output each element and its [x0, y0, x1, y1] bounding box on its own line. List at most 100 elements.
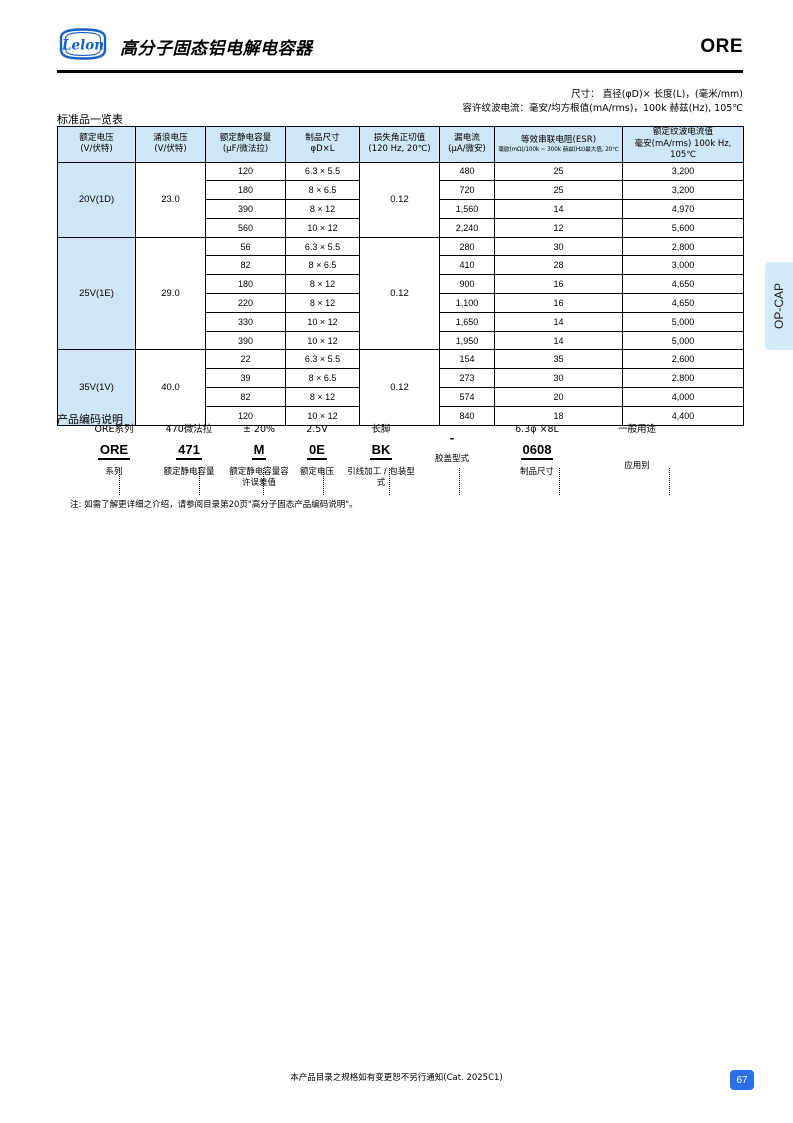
- part-segment-description: ORE系列: [94, 424, 134, 435]
- part-number-segment: ± 20% M 额定静电容量容许误差值: [229, 424, 289, 489]
- part-number-segment: ORE系列 ORE 系列: [79, 424, 149, 478]
- part-segment-description: 6.3φ ×8L: [515, 424, 559, 435]
- lelon-logo-icon: Lelon: [57, 28, 109, 60]
- part-number-segment: 6.3φ ×8L 0608 制品尺寸: [487, 424, 587, 478]
- col-case-size: 制品尺寸 φD×L: [285, 126, 360, 163]
- cell-capacitance: 82: [205, 387, 286, 407]
- col-tan-delta-main: 损失角正切值: [373, 132, 426, 143]
- cell-ripple-current: 4,000: [622, 387, 744, 407]
- table-header-row: 额定电压 (V/伏特) 涌浪电压 (V/伏特) 额定静电容量 (μF/微法拉) …: [57, 126, 744, 163]
- cell-ripple-current: 5,000: [622, 330, 744, 351]
- table-row: 82 8 × 12 574 20 4,000: [58, 387, 744, 407]
- cell-capacitance: 560: [205, 217, 286, 238]
- cell-ripple-current: 3,000: [622, 255, 744, 276]
- table-row: 560 10 × 12 2,240 12 5,600: [58, 217, 744, 238]
- cell-capacitance: 220: [205, 293, 286, 313]
- col-surge-voltage-sub: (V/伏特): [154, 144, 187, 155]
- table-row: 120 10 × 12 840 18 4,400: [58, 405, 744, 426]
- cell-case-size: 8 × 12: [285, 293, 360, 313]
- col-capacitance-sub: (μF/微法拉): [222, 144, 269, 155]
- part-segment-code: 0608: [520, 442, 554, 460]
- cell-leakage-current: 840: [439, 405, 495, 426]
- series-code: ORE: [700, 36, 743, 57]
- cell-esr: 14: [494, 330, 623, 351]
- standard-list-heading: 标准品一览表: [57, 113, 123, 126]
- page-header: Lelon 高分子固态铝电解电容器 ORE: [0, 0, 793, 88]
- part-segment-divider: [199, 468, 200, 495]
- cell-ripple-current: 5,600: [622, 217, 744, 238]
- part-segment-description: ± 20%: [242, 424, 276, 435]
- cell-ripple-current: 4,970: [622, 199, 744, 219]
- cell-tan-delta: 0.12: [359, 349, 440, 426]
- dimension-note: 尺寸： 直径(φD)× 长度(L)，(毫米/mm): [571, 89, 743, 100]
- cell-capacitance: 120: [205, 405, 286, 426]
- cell-ripple-current: 3,200: [622, 161, 744, 182]
- part-segment-label: 额定电压: [299, 467, 334, 477]
- cell-surge-voltage: 23.0: [135, 161, 206, 238]
- part-segment-label: 系列: [105, 467, 123, 477]
- side-tab-op-cap[interactable]: OP-CAP: [765, 262, 793, 350]
- table-row: 390 10 × 12 1,950 14 5,000: [58, 330, 744, 351]
- part-number-segment: 2.5V 0E 额定电压: [289, 424, 345, 478]
- part-segment-description: 一般用途: [617, 424, 656, 435]
- cell-ripple-current: 2,800: [622, 368, 744, 389]
- cell-case-size: 10 × 12: [285, 311, 360, 332]
- cell-leakage-current: 280: [439, 236, 495, 257]
- table-row: 20V(1D) 23.0 120 6.3 × 5.5 0.12 480 25 3,200: [57, 161, 744, 238]
- col-case-size-sub: φD×L: [310, 144, 335, 155]
- cell-ripple-current: 4,650: [622, 293, 744, 313]
- cell-ripple-current: 4,650: [622, 274, 744, 295]
- part-number-segment: 一般用途 应用别: [587, 424, 687, 472]
- part-segment-label: 额定静电容量容许误差值: [229, 467, 289, 488]
- cell-leakage-current: 273: [439, 368, 495, 389]
- cell-esr: 28: [494, 255, 623, 276]
- page-title: 高分子固态铝电解电容器: [120, 39, 313, 59]
- standard-products-table: 额定电压 (V/伏特) 涌浪电压 (V/伏特) 额定静电容量 (μF/微法拉) …: [57, 126, 744, 426]
- ripple-note: 容许纹波电流：毫安/均方根值(mA/rms)，100k 赫兹(Hz), 105℃: [462, 102, 743, 114]
- part-number-heading: 产品编码说明: [57, 413, 123, 426]
- cell-capacitance: 330: [205, 311, 286, 332]
- cell-case-size: 8 × 12: [285, 387, 360, 407]
- part-segment-description: 长脚: [371, 424, 391, 435]
- col-leakage-current-sub: (μA/微安): [448, 144, 486, 155]
- col-esr: 等效串联电阻(ESR) 毫欧(mΩ)/100k ~ 300k 赫兹(Hz)最大值…: [494, 126, 623, 163]
- col-surge-voltage: 涌浪电压 (V/伏特): [135, 126, 206, 163]
- cell-ripple-current: 2,600: [622, 349, 744, 370]
- table-row: 180 8 × 12 900 16 4,650: [58, 274, 744, 295]
- cell-capacitance: 39: [205, 368, 286, 389]
- part-segment-code: 0E: [307, 442, 327, 460]
- cell-leakage-current: 1,100: [439, 293, 495, 313]
- cell-case-size: 10 × 12: [285, 217, 360, 238]
- cell-esr: 30: [494, 368, 623, 389]
- cell-case-size: 8 × 6.5: [285, 255, 360, 276]
- cell-case-size: 6.3 × 5.5: [285, 236, 360, 257]
- part-segment-code: M: [251, 442, 267, 460]
- cell-leakage-current: 1,560: [439, 199, 495, 219]
- col-ripple-current-main: 额定纹波电流值: [652, 127, 714, 137]
- header-divider: [57, 70, 743, 73]
- cell-capacitance: 390: [205, 199, 286, 219]
- cell-leakage-current: 2,240: [439, 217, 495, 238]
- part-segment-divider: [459, 468, 460, 495]
- part-segment-label: 制品尺寸: [519, 467, 554, 477]
- part-segment-label: 应用别: [624, 461, 650, 471]
- cell-rated-voltage: 20V(1D): [57, 161, 136, 238]
- table-row: 180 8 × 6.5 720 25 3,200: [58, 180, 744, 201]
- cell-rated-voltage: 25V(1E): [57, 236, 136, 351]
- table-row: 330 10 × 12 1,650 14 5,000: [58, 311, 744, 332]
- cell-capacitance: 120: [205, 161, 286, 182]
- col-tan-delta-sub: (120 Hz, 20℃): [368, 144, 431, 155]
- cell-surge-voltage: 40.0: [135, 349, 206, 426]
- col-ripple-current: 额定纹波电流值 毫安(mA/rms) 100k Hz, 105℃: [622, 126, 744, 163]
- part-segment-code: -: [449, 430, 455, 445]
- table-row: 35V(1V) 40.0 22 6.3 × 5.5 0.12 154 35 2,600: [57, 349, 744, 426]
- cell-tan-delta: 0.12: [359, 236, 440, 351]
- part-segment-divider: [323, 468, 324, 495]
- col-ripple-current-sub: 毫安(mA/rms) 100k Hz, 105℃: [634, 138, 732, 161]
- cell-ripple-current: 5,000: [622, 311, 744, 332]
- table-body: 20V(1D) 23.0 120 6.3 × 5.5 0.12 480 25 3,200 180…: [57, 161, 744, 426]
- cell-capacitance: 390: [205, 330, 286, 351]
- cell-esr: 16: [494, 293, 623, 313]
- cell-esr: 20: [494, 387, 623, 407]
- part-segment-description: 470微法拉: [165, 424, 213, 435]
